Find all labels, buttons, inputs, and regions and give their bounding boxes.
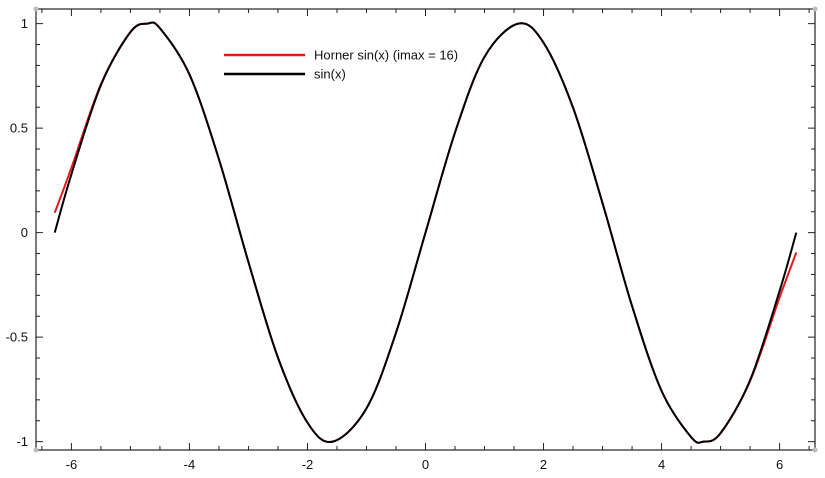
x-tick-label: -2 bbox=[302, 457, 314, 472]
x-tick-label: 6 bbox=[776, 457, 783, 472]
legend: Horner sin(x) (imax = 16) sin(x) bbox=[224, 48, 458, 82]
corner-marker bbox=[812, 447, 818, 453]
x-axis-tick-labels: -6 -4 -2 0 2 4 6 bbox=[66, 457, 784, 472]
legend-label: Horner sin(x) (imax = 16) bbox=[314, 48, 458, 63]
y-tick-label: 0.5 bbox=[10, 121, 28, 136]
y-axis-tick-labels: 1 0.5 0 -0.5 -1 bbox=[6, 16, 28, 449]
series-layer bbox=[53, 21, 798, 444]
corner-marker bbox=[812, 6, 818, 12]
x-tick-label: 4 bbox=[658, 457, 665, 472]
x-axis-ticks bbox=[41, 9, 810, 450]
series-sin-line bbox=[53, 21, 798, 444]
corner-markers bbox=[33, 6, 818, 453]
corner-marker bbox=[33, 447, 39, 453]
legend-label: sin(x) bbox=[314, 67, 346, 82]
x-tick-label: -4 bbox=[184, 457, 196, 472]
x-tick-label: 2 bbox=[540, 457, 547, 472]
y-axis-ticks bbox=[36, 23, 815, 443]
corner-marker bbox=[33, 6, 39, 12]
y-tick-label: 0 bbox=[21, 225, 28, 240]
y-tick-label: -1 bbox=[16, 434, 28, 449]
x-tick-label: 0 bbox=[422, 457, 429, 472]
y-tick-label: -0.5 bbox=[6, 330, 28, 345]
y-tick-label: 1 bbox=[21, 16, 28, 31]
x-tick-label: -6 bbox=[66, 457, 78, 472]
